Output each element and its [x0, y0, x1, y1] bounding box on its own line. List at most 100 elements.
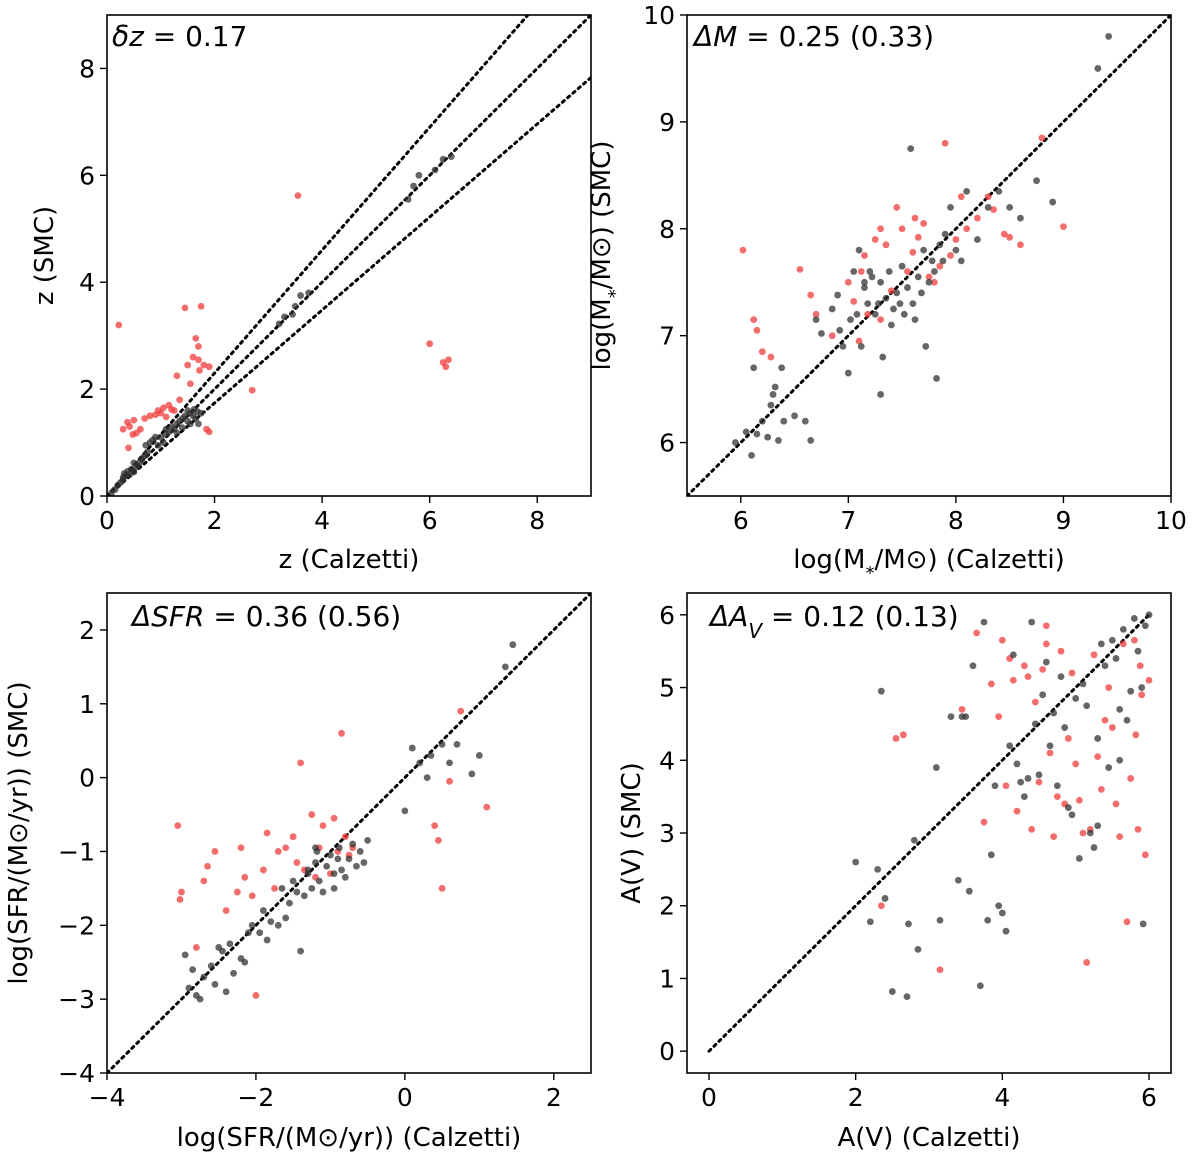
- point-black-28: [300, 892, 308, 900]
- point-black-48: [914, 273, 922, 281]
- point-black-59: [947, 204, 954, 211]
- point-black-49: [404, 195, 412, 203]
- x-axis-label: log(SFR/(M⊙/yr)) (Calzetti): [177, 1123, 522, 1153]
- point-red-20: [184, 361, 192, 369]
- point-black-30: [308, 884, 316, 892]
- point-black-27: [1009, 651, 1017, 659]
- point-black-54: [1108, 636, 1116, 644]
- plot-area: [707, 611, 1153, 1053]
- point-black-15: [807, 437, 815, 444]
- point-black-16: [965, 887, 973, 895]
- point-red-15: [271, 884, 278, 892]
- point-red-34: [438, 884, 446, 892]
- point-red-33: [1094, 753, 1102, 761]
- panel-stellar-mass: 6 7 8 9 10 6 7 8 9 10 log(M*/M⊙) (Calzetti) log(M*/…: [587, 1, 1187, 584]
- point-red-36: [1105, 684, 1113, 691]
- point-black-59: [1127, 687, 1135, 695]
- point-black-29: [181, 412, 189, 420]
- point-black-54: [447, 153, 455, 161]
- point-black-13: [791, 412, 798, 420]
- point-red-21: [186, 380, 194, 388]
- y-tick-label: 2: [79, 375, 95, 404]
- point-red-23: [192, 334, 200, 342]
- point-red-10: [146, 412, 154, 420]
- point-red-7: [812, 310, 820, 318]
- point-black-19: [263, 936, 271, 944]
- point-red-28: [1075, 796, 1083, 804]
- point-red-18: [1039, 665, 1047, 673]
- point-black-14: [241, 958, 249, 966]
- point-red-12: [1013, 807, 1021, 815]
- point-red-42: [855, 337, 863, 345]
- x-tick-label: 6: [422, 506, 438, 535]
- point-red-27: [1072, 760, 1080, 768]
- point-black-10: [775, 437, 782, 444]
- point-black-17: [818, 330, 825, 337]
- point-black-7: [905, 920, 912, 928]
- point-black-37: [885, 268, 893, 275]
- point-red-39: [1116, 833, 1124, 841]
- point-black-16: [248, 921, 256, 929]
- point-red-30: [952, 236, 960, 243]
- y-tick-label: 1: [659, 964, 675, 993]
- reference-line-0: [107, 593, 591, 1073]
- point-red-40: [1060, 223, 1067, 231]
- y-tick-label: 6: [659, 601, 675, 630]
- y-tick-label: −4: [58, 1059, 95, 1088]
- point-black-55: [1112, 655, 1120, 662]
- point-black-33: [1031, 720, 1039, 728]
- point-black-19: [980, 618, 988, 626]
- point-black-45: [1075, 855, 1083, 862]
- reference-line-0: [707, 613, 1151, 1053]
- point-red-41: [1123, 918, 1131, 926]
- point-red-6: [980, 818, 988, 826]
- point-black-49: [1090, 844, 1098, 851]
- point-red-17: [282, 844, 290, 852]
- point-black-36: [1042, 658, 1050, 666]
- point-black-47: [364, 836, 372, 844]
- point-black-57: [475, 752, 483, 759]
- reference-line-0: [687, 15, 1171, 496]
- point-black-19: [154, 441, 162, 449]
- y-tick-label: 1: [79, 690, 95, 719]
- point-red-34: [426, 340, 434, 348]
- y-tick-label: 0: [659, 1037, 675, 1066]
- point-black-39: [173, 429, 181, 437]
- point-black-67: [1017, 214, 1024, 222]
- point-red-30: [1083, 959, 1091, 966]
- point-black-46: [297, 292, 304, 299]
- point-red-27: [936, 262, 944, 270]
- point-black-14: [801, 417, 809, 425]
- point-black-34: [877, 278, 884, 286]
- point-black-30: [1020, 793, 1028, 801]
- point-black-43: [349, 840, 357, 848]
- point-red-19: [181, 304, 189, 312]
- point-red-32: [431, 822, 439, 830]
- y-tick-label: 6: [659, 429, 675, 458]
- point-black-33: [192, 415, 200, 422]
- point-red-20: [1046, 749, 1054, 757]
- point-red-16: [1031, 698, 1039, 706]
- point-red-3: [936, 966, 944, 974]
- point-red-26: [330, 814, 338, 822]
- point-red-4: [958, 705, 966, 713]
- reference-line-0: [107, 15, 530, 496]
- point-black-25: [853, 310, 861, 318]
- point-black-38: [1050, 709, 1058, 717]
- point-black-18: [259, 907, 267, 914]
- point-red-9: [844, 278, 852, 286]
- y-tick-label: 5: [659, 674, 675, 703]
- x-tick-label: 8: [948, 506, 964, 535]
- point-black-4: [753, 430, 761, 438]
- point-black-56: [936, 241, 944, 249]
- point-black-36: [882, 294, 890, 302]
- point-black-51: [922, 342, 930, 350]
- point-red-25: [1064, 735, 1072, 742]
- point-red-31: [957, 193, 965, 201]
- point-red-15: [877, 225, 884, 233]
- point-black-46: [909, 300, 917, 307]
- point-red-49: [1145, 676, 1153, 684]
- point-black-32: [871, 310, 879, 318]
- y-axis-label: z (SMC): [30, 206, 60, 305]
- point-black-57: [939, 257, 947, 265]
